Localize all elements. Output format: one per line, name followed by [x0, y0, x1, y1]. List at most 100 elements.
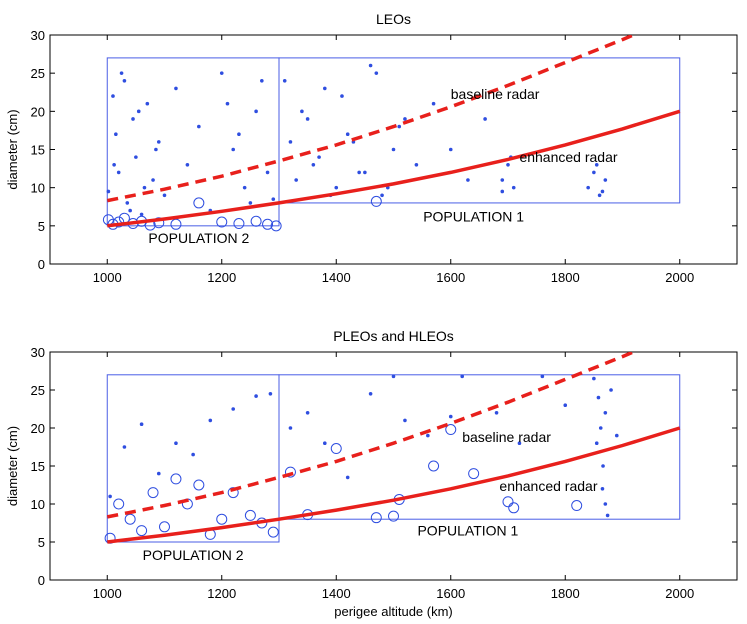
- scatter-point: [391, 147, 396, 152]
- population-label: POPULATION 2: [148, 230, 249, 246]
- x-tick-label: 1000: [93, 270, 122, 285]
- scatter-point: [317, 155, 321, 159]
- scatter-point: [128, 208, 132, 213]
- scatter-point: [368, 63, 373, 68]
- scatter-point: [288, 426, 293, 430]
- x-axis-label: perigee altitude (km): [334, 604, 453, 619]
- scatter-point: [191, 452, 195, 457]
- scatter-point: [300, 109, 304, 114]
- scatter-point: [500, 178, 505, 182]
- enhanced-radar-curve: [107, 109, 681, 228]
- scatter-point: [586, 185, 590, 190]
- y-tick-label: 30: [31, 345, 45, 360]
- scatter-point: [282, 79, 287, 83]
- scatter-point: [345, 475, 350, 480]
- scatter-point: [374, 71, 379, 75]
- scatter-point: [403, 117, 407, 121]
- scatter-point: [125, 201, 130, 205]
- scatter-circle: [170, 218, 182, 230]
- y-tick-label: 25: [31, 66, 45, 81]
- y-axis-label: diameter (cm): [5, 426, 20, 506]
- scatter-circle: [244, 509, 256, 521]
- x-tick-label: 1400: [322, 586, 351, 601]
- scatter-circle: [227, 487, 239, 499]
- scatter-point: [603, 178, 608, 182]
- scatter-circle: [147, 487, 159, 499]
- scatter-circle: [113, 216, 125, 228]
- y-tick-label: 15: [31, 143, 45, 158]
- scatter-circle: [428, 460, 440, 472]
- scatter-point: [156, 471, 161, 476]
- scatter-point: [174, 86, 178, 91]
- scatter-point: [609, 388, 613, 392]
- scatter-point: [254, 394, 258, 398]
- scatter-point: [345, 132, 350, 137]
- scatter-point: [311, 162, 316, 167]
- scatter-point: [363, 170, 367, 175]
- y-tick-label: 25: [31, 383, 45, 398]
- y-tick-label: 5: [38, 535, 45, 550]
- chart-title: LEOs: [376, 11, 411, 27]
- scatter-point: [254, 109, 258, 114]
- scatter-circle: [370, 195, 382, 207]
- scatter-point: [134, 155, 138, 159]
- scatter-point: [154, 147, 158, 152]
- y-tick-label: 30: [31, 28, 45, 43]
- x-tick-label: 1000: [93, 586, 122, 601]
- scatter-point: [592, 376, 596, 381]
- population-label: POPULATION 2: [143, 547, 244, 563]
- scatter-point: [119, 71, 124, 75]
- scatter-point: [268, 392, 273, 396]
- scatter-point: [448, 147, 453, 152]
- scatter-circle: [571, 500, 583, 512]
- y-tick-label: 0: [38, 573, 45, 588]
- scatter-circle: [153, 217, 165, 229]
- scatter-point: [603, 502, 608, 506]
- scatter-point: [139, 212, 144, 217]
- x-tick-label: 1200: [207, 270, 236, 285]
- scatter-point: [197, 124, 201, 129]
- scatter-point: [414, 162, 419, 167]
- scatter-point: [605, 513, 610, 518]
- scatter-circle: [216, 216, 228, 228]
- scatter-point: [111, 94, 115, 98]
- panel-leos: LEOs 1000 1200 1400 1600 1800 2000 0 5 10 15 20 25 30…: [5, 11, 738, 285]
- scatter-point: [242, 185, 247, 190]
- scatter-point: [601, 464, 605, 468]
- scatter-point: [248, 201, 253, 205]
- x-tick-label: 2000: [665, 270, 694, 285]
- chart-title: PLEOs and HLEOs: [333, 328, 454, 344]
- y-tick-label: 5: [38, 219, 45, 234]
- scatter-point: [116, 170, 121, 175]
- scatter-point: [397, 124, 402, 129]
- scatter-point: [403, 418, 407, 423]
- scatter-point: [174, 441, 178, 446]
- scatter-point: [594, 441, 599, 446]
- scatter-point: [323, 441, 327, 446]
- x-tick-label: 1800: [551, 270, 580, 285]
- x-tick-label: 1800: [551, 586, 580, 601]
- scatter-circle: [193, 197, 205, 209]
- scatter-circle: [193, 479, 205, 491]
- scatter-point: [305, 117, 310, 121]
- scatter-point: [511, 185, 516, 190]
- scatter-circle: [113, 498, 125, 510]
- x-tick-label: 1400: [322, 270, 351, 285]
- y-tick-label: 15: [31, 459, 45, 474]
- scatter-circle: [159, 521, 170, 533]
- scatter-circle: [250, 215, 262, 227]
- scatter-point: [466, 178, 470, 182]
- scatter-point: [483, 117, 487, 121]
- scatter-point: [517, 441, 522, 446]
- scatter-point: [139, 422, 144, 427]
- scatter-circle: [330, 443, 342, 455]
- plot-area: [102, 35, 681, 232]
- scatter-point: [122, 79, 127, 83]
- scatter-point: [596, 395, 601, 400]
- scatter-point: [265, 170, 270, 175]
- scatter-point: [600, 487, 605, 491]
- scatter-point: [231, 407, 235, 411]
- x-tick-label: 1600: [436, 586, 465, 601]
- scatter-circle: [267, 526, 279, 538]
